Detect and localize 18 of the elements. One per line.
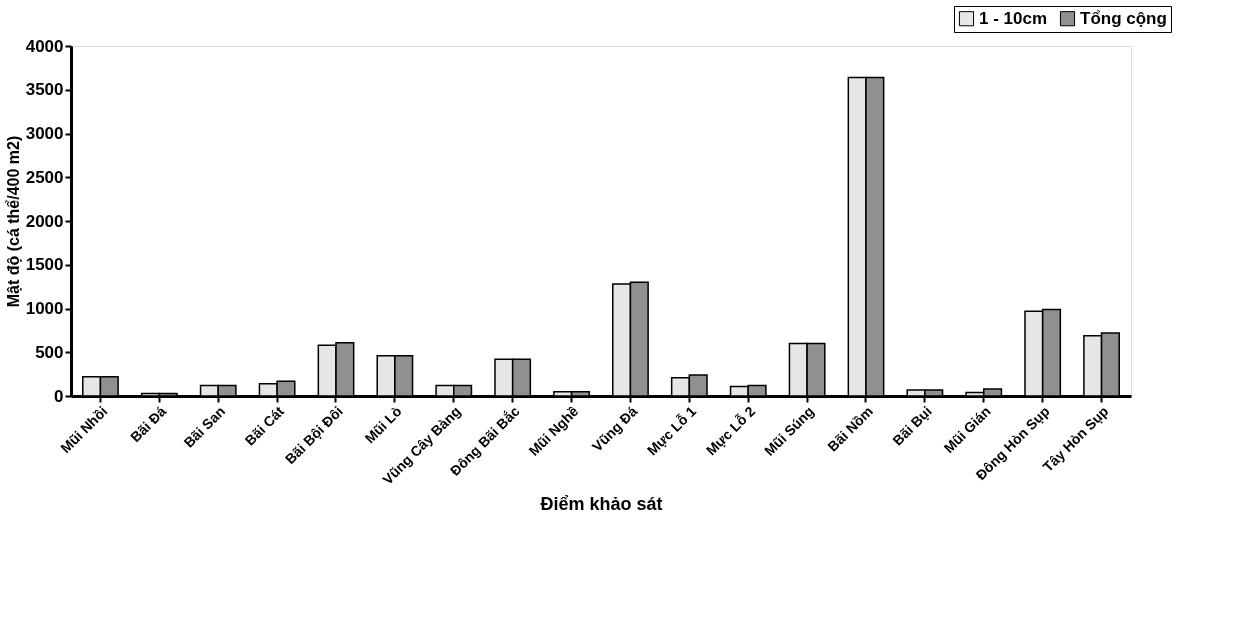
x-tick-label: Bãi Bụi (889, 403, 935, 449)
x-tick-label: Bãi Cát (241, 402, 288, 449)
y-tick-label: 1500 (25, 255, 64, 275)
x-tick-label: Bãi Đá (127, 402, 170, 446)
y-tick-label: 2500 (25, 167, 64, 187)
y-tick-label: 2000 (25, 211, 64, 231)
legend-label: 1 - 10cm (979, 8, 1048, 28)
y-tick-label: 500 (35, 342, 64, 362)
x-tick-label: Mũi Lò (361, 403, 405, 447)
y-tick-label: 4000 (25, 36, 64, 56)
y-tick-label: 3000 (25, 124, 64, 143)
y-tick-label: 3500 (25, 80, 64, 100)
x-tick-label: Bãi San (180, 403, 229, 451)
y-tick-label: 1000 (25, 299, 64, 318)
y-axis-title: Mật độ (cá thể/400 m2) (4, 135, 22, 308)
y-tick-label: 0 (54, 386, 64, 406)
x-axis-title: Điểm khảo sát (540, 493, 663, 514)
legend-label: Tổng cộng (1080, 8, 1167, 28)
